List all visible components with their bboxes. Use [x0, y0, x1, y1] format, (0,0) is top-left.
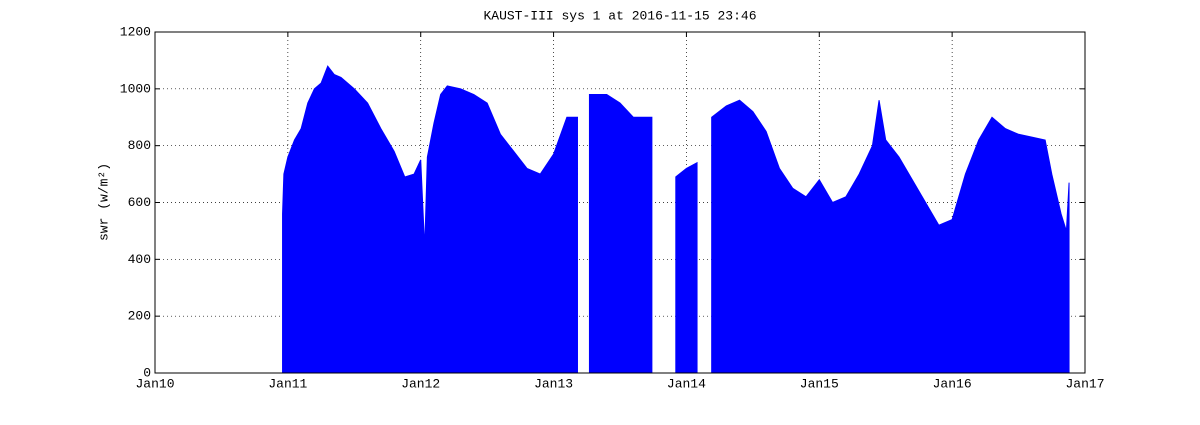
y-tick-label: 800 [128, 138, 151, 153]
y-tick-label: 0 [143, 365, 151, 380]
y-tick-label: 1000 [120, 81, 151, 96]
x-tick-label: Jan12 [401, 376, 440, 391]
y-axis-label: swr (w/m²) [96, 163, 111, 241]
x-tick-label: Jan11 [268, 376, 307, 391]
y-tick-label: 1200 [120, 24, 151, 39]
x-tick-label: Jan16 [933, 376, 972, 391]
x-tick-label: Jan15 [800, 376, 839, 391]
y-tick-label: 600 [128, 195, 151, 210]
y-tick-label: 400 [128, 252, 151, 267]
x-tick-label: Jan10 [135, 376, 174, 391]
chart-title: KAUST-III sys 1 at 2016-11-15 23:46 [483, 8, 756, 23]
plot-frame [154, 31, 1086, 374]
x-tick-label: Jan13 [534, 376, 573, 391]
x-tick-label: Jan14 [667, 376, 706, 391]
y-tick-label: 200 [128, 309, 151, 324]
area [282, 65, 1070, 374]
x-tick-label: Jan17 [1065, 376, 1104, 391]
